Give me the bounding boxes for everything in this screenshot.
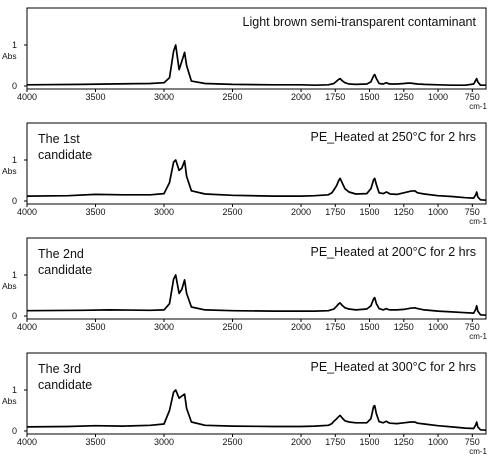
y-tick-label: 1 — [12, 155, 17, 165]
sample-label: Light brown semi-transparent contaminant — [243, 15, 477, 29]
sample-label: PE_Heated at 200°C for 2 hrs — [310, 245, 476, 259]
y-tick-label: 0 — [12, 196, 17, 206]
x-tick-label: 2000 — [291, 437, 311, 447]
candidate-label: candidate — [38, 378, 92, 392]
x-tick-label: 4000 — [17, 92, 37, 102]
sample-label: PE_Heated at 300°C for 2 hrs — [310, 360, 476, 374]
x-axis-unit: cm-1 — [469, 332, 487, 341]
y-axis-label: Abs — [2, 166, 17, 176]
plot-frame — [26, 237, 487, 320]
x-tick-label: 1750 — [325, 92, 345, 102]
x-tick-label: 3000 — [154, 437, 174, 447]
x-tick-label: 2000 — [291, 207, 311, 217]
x-axis-unit: cm-1 — [469, 102, 487, 111]
x-tick-label: 3500 — [85, 207, 105, 217]
x-tick-label: 1250 — [394, 437, 414, 447]
x-tick-label: 4000 — [17, 207, 37, 217]
x-tick-label: 1250 — [394, 92, 414, 102]
x-tick-label: 2000 — [291, 92, 311, 102]
x-tick-label: 2500 — [223, 322, 243, 332]
x-tick-label: 1000 — [428, 92, 448, 102]
x-tick-label: 1250 — [394, 322, 414, 332]
x-tick-label: 4000 — [17, 437, 37, 447]
x-tick-label: 1250 — [394, 207, 414, 217]
y-axis-label: Abs — [2, 281, 17, 291]
x-tick-label: 3500 — [85, 92, 105, 102]
x-tick-label: 1750 — [325, 437, 345, 447]
x-tick-label: 750 — [465, 322, 480, 332]
y-tick-label: 1 — [12, 40, 17, 50]
x-tick-label: 2500 — [223, 92, 243, 102]
x-tick-label: 3000 — [154, 322, 174, 332]
y-tick-label: 0 — [12, 426, 17, 436]
x-tick-label: 1000 — [428, 207, 448, 217]
x-tick-label: 750 — [465, 207, 480, 217]
x-tick-label: 2500 — [223, 437, 243, 447]
y-axis-label: Abs — [2, 396, 17, 406]
x-axis-unit: cm-1 — [469, 447, 487, 456]
plot-frame — [26, 352, 487, 435]
candidate-label: The 1st — [38, 132, 80, 146]
x-tick-label: 2000 — [291, 322, 311, 332]
x-tick-label: 1750 — [325, 207, 345, 217]
x-tick-label: 3000 — [154, 207, 174, 217]
x-axis-unit: cm-1 — [469, 217, 487, 226]
spectrum-panel-candidate-1: 1 0 Abs 4000 3500 3000 2500 2000 1750 1500 1250 100… — [2, 122, 488, 226]
x-tick-label: 750 — [465, 92, 480, 102]
x-tick-label: 1500 — [360, 437, 380, 447]
x-tick-label: 1500 — [360, 322, 380, 332]
x-tick-label: 1500 — [360, 207, 380, 217]
spectrum-line — [26, 274, 487, 317]
x-tick-label: 3500 — [85, 322, 105, 332]
y-axis-label: Abs — [2, 51, 17, 61]
spectrum-panel-candidate-2: 1 0 Abs 4000 3500 3000 2500 2000 1750 1500 1250 100… — [2, 237, 488, 341]
plot-frame — [26, 7, 487, 90]
x-tick-label: 3500 — [85, 437, 105, 447]
spectrum-line — [26, 159, 487, 202]
candidate-label: The 3rd — [38, 362, 81, 376]
x-tick-label: 3000 — [154, 92, 174, 102]
candidate-label: candidate — [38, 148, 92, 162]
candidate-label: The 2nd — [38, 247, 84, 261]
spectrum-line — [26, 44, 486, 87]
plot-frame — [26, 122, 487, 205]
y-tick-label: 0 — [12, 311, 17, 321]
spectrum-line — [26, 389, 487, 432]
spectrum-panel-candidate-3: 1 0 Abs 4000 3500 3000 2500 2000 1750 1500 1250 100… — [2, 352, 488, 456]
sample-label: PE_Heated at 250°C for 2 hrs — [310, 130, 476, 144]
x-tick-label: 1500 — [360, 92, 380, 102]
x-tick-label: 1000 — [428, 437, 448, 447]
y-tick-label: 0 — [12, 81, 17, 91]
x-tick-label: 2500 — [223, 207, 243, 217]
x-tick-label: 1000 — [428, 322, 448, 332]
x-tick-label: 750 — [465, 437, 480, 447]
spectrum-panel-contaminant: 1 0 Abs 4000 3500 3000 2500 2000 1750 1500 1250 100… — [2, 7, 488, 111]
y-tick-label: 1 — [12, 385, 17, 395]
x-tick-label: 4000 — [17, 322, 37, 332]
x-tick-label: 1750 — [325, 322, 345, 332]
y-tick-label: 1 — [12, 270, 17, 280]
candidate-label: candidate — [38, 263, 92, 277]
